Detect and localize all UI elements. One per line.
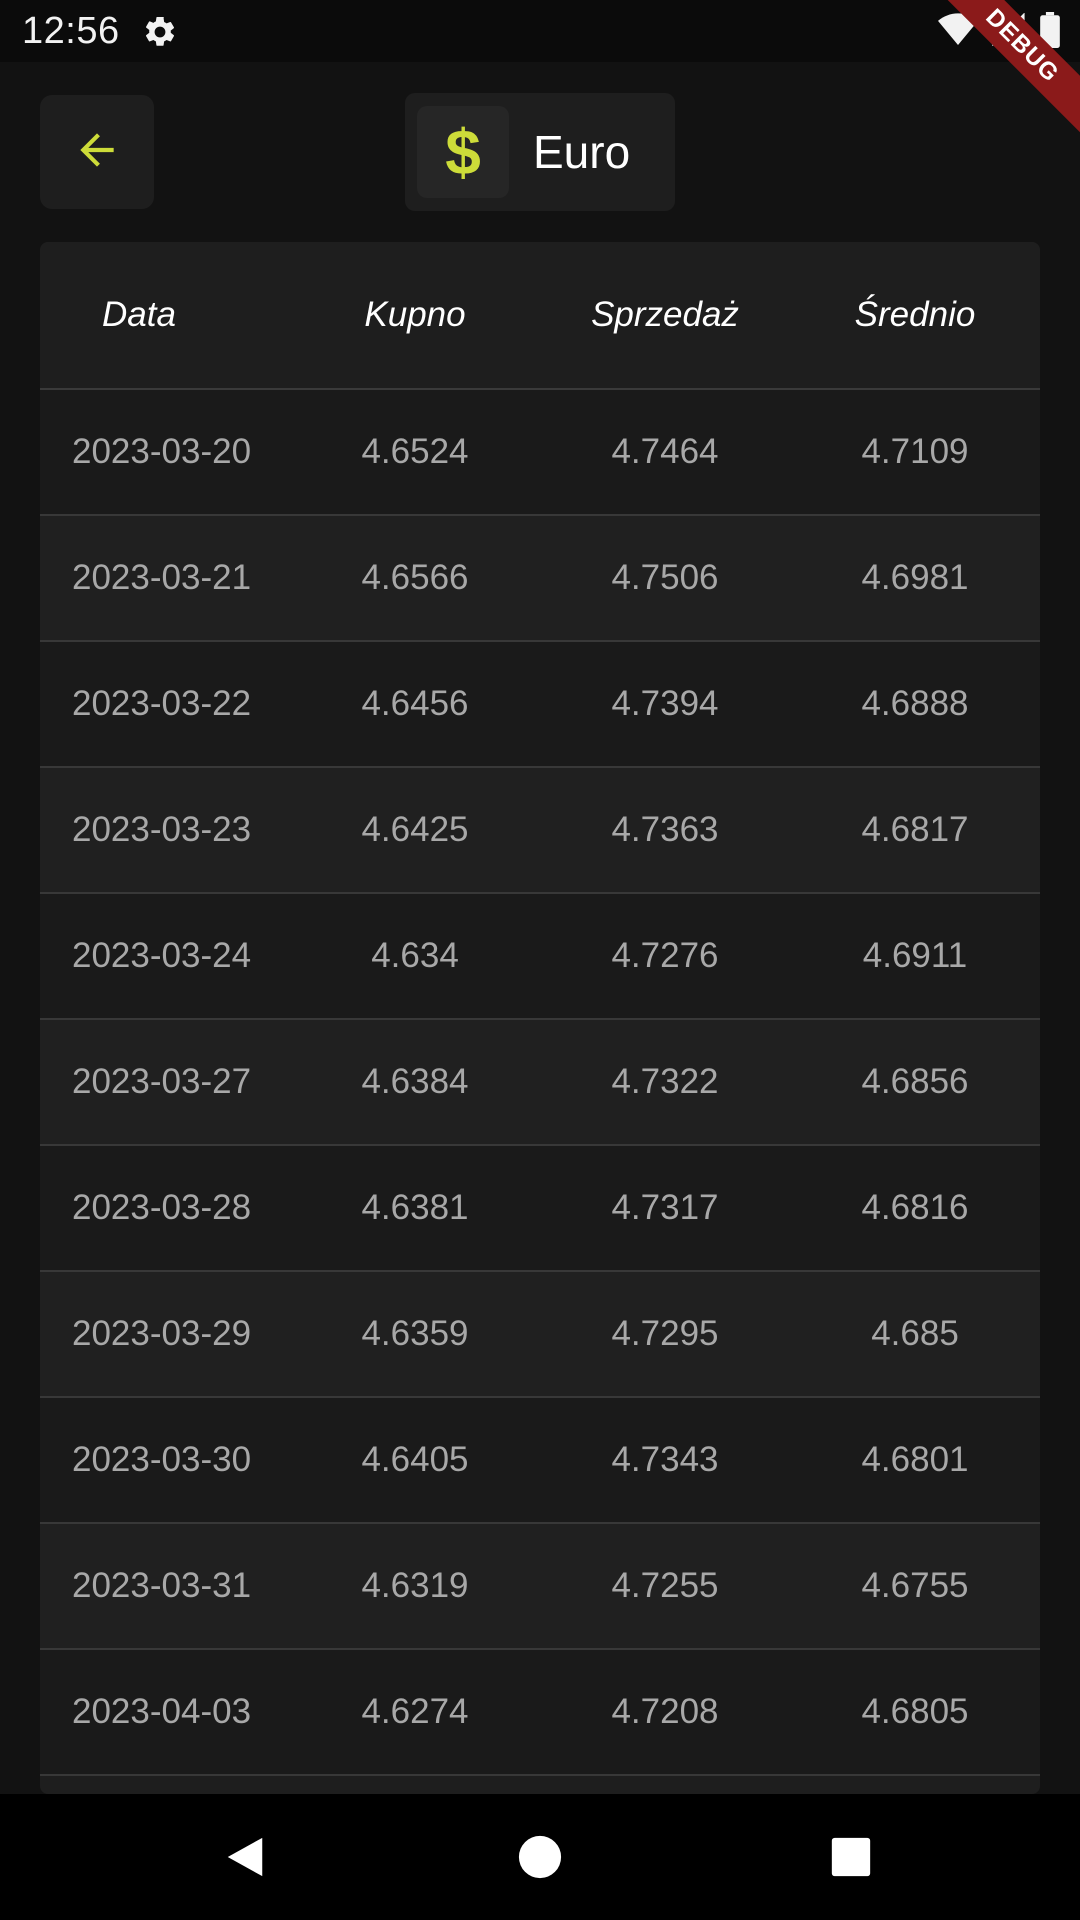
system-nav-bar — [0, 1794, 1080, 1920]
cell-buy: 4.6425 — [361, 810, 469, 849]
cell-date: 2023-03-24 — [72, 936, 252, 975]
dollar-icon: $ — [417, 106, 509, 198]
table-row: 2023-03-21 4.6566 4.7506 4.6981 — [40, 516, 1040, 642]
cell-date: 2023-03-23 — [72, 810, 252, 849]
table-row: 2023-03-24 4.634 4.7276 4.6911 — [40, 894, 1040, 1020]
cell-sell: 4.7464 — [611, 432, 719, 471]
currency-chip: $ Euro — [405, 93, 675, 211]
cell-buy: 4.6456 — [361, 684, 469, 723]
cell-date: 2023-03-20 — [72, 432, 252, 471]
cell-date: 2023-03-31 — [72, 1566, 252, 1605]
status-time: 12:56 — [22, 10, 120, 52]
cell-sell: 4.7208 — [611, 1692, 719, 1731]
table-row: 2023-03-28 4.6381 4.7317 4.6816 — [40, 1146, 1040, 1272]
cell-average: 4.6816 — [861, 1188, 969, 1227]
cell-buy: 4.6405 — [361, 1440, 469, 1479]
cell-sell: 4.7255 — [611, 1566, 719, 1605]
back-button[interactable] — [40, 95, 154, 209]
column-header-sell: Sprzedaż — [591, 295, 739, 334]
cell-average: 4.6981 — [861, 558, 969, 597]
cell-buy: 4.6359 — [361, 1314, 469, 1353]
cell-sell: 4.7295 — [611, 1314, 719, 1353]
cell-date: 2023-03-30 — [72, 1440, 252, 1479]
cell-buy: 4.6319 — [361, 1566, 469, 1605]
cell-average: 4.6805 — [861, 1692, 969, 1731]
table-row: 2023-03-22 4.6456 4.7394 4.6888 — [40, 642, 1040, 768]
cell-buy: 4.6274 — [361, 1692, 469, 1731]
column-header-buy: Kupno — [364, 295, 466, 334]
gear-icon — [142, 14, 178, 50]
column-header-date: Data — [102, 295, 176, 334]
cell-average: 4.6911 — [862, 936, 968, 975]
cell-buy: 4.6384 — [361, 1062, 469, 1101]
table-row: 2023-03-29 4.6359 4.7295 4.685 — [40, 1272, 1040, 1398]
column-header-average: Średnio — [854, 295, 976, 334]
cell-average: 4.6755 — [861, 1566, 969, 1605]
cell-date: 2023-03-28 — [72, 1188, 252, 1227]
rates-table[interactable]: Data Kupno Sprzedaż Średnio 2023-03-20 4… — [40, 242, 1040, 1794]
recents-square-icon[interactable] — [828, 1834, 874, 1880]
table-row: 2023-03-20 4.6524 4.7464 4.7109 — [40, 390, 1040, 516]
back-triangle-icon[interactable] — [222, 1834, 268, 1880]
table-row: 2023-03-31 4.6319 4.7255 4.6755 — [40, 1524, 1040, 1650]
cell-sell: 4.7506 — [611, 558, 719, 597]
cell-average: 4.6888 — [861, 684, 969, 723]
cell-sell: 4.7317 — [611, 1188, 719, 1227]
cell-average: 4.6817 — [861, 810, 969, 849]
cell-sell: 4.7394 — [611, 684, 719, 723]
cell-date: 2023-04-03 — [72, 1692, 252, 1731]
table-row: 2023-04-03 4.6274 4.7208 4.6805 — [40, 1650, 1040, 1776]
cell-average: 4.7109 — [861, 432, 969, 471]
table-header: Data Kupno Sprzedaż Średnio — [40, 242, 1040, 390]
cell-average: 4.685 — [871, 1314, 959, 1353]
cell-date: 2023-03-22 — [72, 684, 252, 723]
currency-name: Euro — [533, 126, 631, 178]
cell-sell: 4.7276 — [611, 936, 719, 975]
cell-average: 4.6856 — [861, 1062, 969, 1101]
cell-date: 2023-03-29 — [72, 1314, 252, 1353]
table-row: 2023-03-27 4.6384 4.7322 4.6856 — [40, 1020, 1040, 1146]
cell-date: 2023-03-27 — [72, 1062, 252, 1101]
cell-average: 4.6801 — [861, 1440, 969, 1479]
cell-sell: 4.7343 — [611, 1440, 719, 1479]
home-circle-icon[interactable] — [517, 1834, 563, 1880]
cell-buy: 4.6381 — [361, 1188, 469, 1227]
cell-buy: 4.6524 — [361, 432, 469, 471]
cell-buy: 4.634 — [371, 936, 459, 975]
cell-date: 2023-03-21 — [72, 558, 252, 597]
cell-sell: 4.7363 — [611, 810, 719, 849]
status-bar: 12:56 — [0, 0, 1080, 62]
table-row: 2023-03-23 4.6425 4.7363 4.6817 — [40, 768, 1040, 894]
arrow-left-icon — [72, 125, 122, 180]
cell-buy: 4.6566 — [361, 558, 469, 597]
table-row: 2023-03-30 4.6405 4.7343 4.6801 — [40, 1398, 1040, 1524]
cell-sell: 4.7322 — [611, 1062, 719, 1101]
table-body: 2023-03-20 4.6524 4.7464 4.7109 2023-03-… — [40, 390, 1040, 1776]
